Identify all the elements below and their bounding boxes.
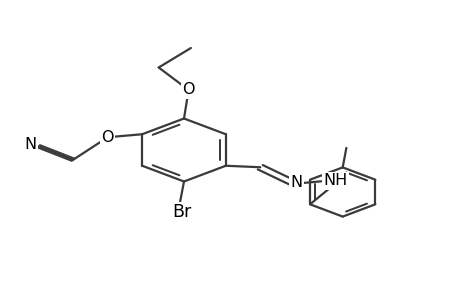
Text: N: N (24, 137, 36, 152)
Text: NH: NH (323, 173, 347, 188)
Text: Br: Br (172, 203, 191, 221)
Text: N: N (290, 175, 302, 190)
Text: O: O (182, 82, 195, 98)
Text: O: O (101, 130, 114, 145)
